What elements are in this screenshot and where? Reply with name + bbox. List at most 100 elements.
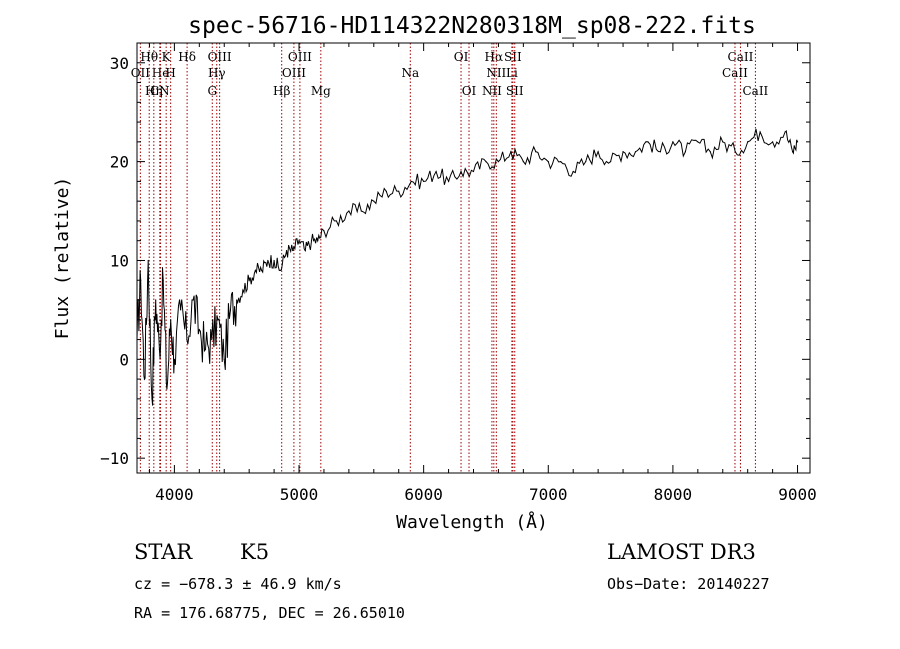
data-point-13 [192,299,194,301]
data-point-62 [672,141,674,143]
obs-date: Obs−Date: 20140227 [607,575,770,593]
data-point-39 [385,190,387,192]
y-tick-label-0: −10 [100,449,129,468]
data-point-10 [173,358,175,360]
line-marker-label-11: H [165,66,175,80]
line-marker-label-12: Hγ [208,66,226,80]
data-point-67 [734,151,736,153]
data-point-53 [560,161,562,163]
y-tick-label-2: 10 [110,251,129,270]
line-marker-label-22: Mg [311,84,331,98]
line-marker-label-26: CaII [742,84,768,98]
data-point-65 [709,151,711,153]
data-point-5 [155,299,157,301]
data-point-7 [162,279,164,281]
data-point-24 [261,269,263,271]
data-point-70 [772,141,774,143]
data-point-42 [423,180,425,182]
line-marker-label-9: OII [131,66,151,80]
data-point-23 [254,269,256,271]
line-marker-label-4: OIII [288,50,312,64]
data-point-41 [410,180,412,182]
data-point-40 [398,190,400,192]
data-point-38 [373,200,375,202]
data-point-52 [547,161,549,163]
x-tick-label-0: 4000 [155,485,194,504]
coordinates: RA = 176.68775, DEC = 26.65010 [134,604,405,622]
data-point-17 [217,319,219,321]
data-point-31 [304,249,306,252]
data-point-66 [722,141,724,143]
data-point-20 [236,299,238,301]
data-point-21 [242,289,244,291]
object-class: STAR [134,540,193,564]
data-point-30 [298,240,300,242]
data-point-34 [323,230,325,232]
data-point-32 [310,240,313,242]
line-marker-label-25: SII [506,84,524,98]
data-point-49 [510,151,512,153]
data-point-60 [647,141,649,143]
data-point-26 [273,259,275,262]
data-point-54 [572,170,574,173]
x-tick-label-5: 9000 [778,485,817,504]
line-marker-label-24: NII [482,84,502,98]
series-line-0 [136,128,798,406]
line-marker-label-8: CaII [728,50,754,64]
y-tick-label-3: 20 [110,153,129,172]
data-point-56 [597,151,599,153]
x-tick-label-4: 8000 [654,485,693,504]
data-point-51 [535,151,537,153]
line-marker-label-6: Hα [485,50,504,64]
line-marker-label-17: CaII [722,66,748,80]
data-point-6 [158,348,161,351]
data-point-22 [248,279,250,281]
data-point-15 [204,348,207,351]
line-marker-label-14: Na [401,66,419,80]
data-point-36 [348,210,350,212]
data-point-28 [285,249,288,252]
data-point-27 [279,269,281,271]
data-point-45 [460,170,462,173]
y-tick-label-4: 30 [110,54,129,73]
data-point-50 [522,161,524,163]
line-marker-label-5: OI [454,50,469,64]
data-point-73 [796,141,799,143]
line-marker-label-23: OI [462,84,477,98]
data-point-61 [659,151,662,153]
data-point-48 [497,161,500,163]
data-point-35 [335,220,338,222]
data-point-59 [634,151,637,153]
redshift-readout: cz = −678.3 ± 46.9 km/s [134,575,342,593]
data-point-25 [267,259,269,262]
x-tick-label-1: 5000 [280,485,319,504]
data-point-4 [151,398,153,400]
data-point-16 [211,338,213,341]
data-point-57 [609,161,612,163]
x-tick-label-2: 6000 [404,485,443,504]
data-point-2 [143,378,146,380]
y-tick-label-1: 0 [119,350,129,369]
line-marker-label-16: Li [506,66,518,80]
data-point-9 [170,319,172,321]
x-tick-label-3: 7000 [529,485,568,504]
data-point-44 [447,180,450,182]
axes-group: 4000 5000 6000 7000 8000 9000 −10 0 10 20 30 [100,43,817,504]
data-point-11 [180,309,182,311]
data-point-58 [622,151,624,153]
line-marker-label-13: OIII [282,66,306,80]
data-point-33 [317,240,319,242]
subclass: K5 [240,540,270,564]
line-marker-label-0: Hθ [140,50,158,64]
data-point-8 [166,388,168,390]
data-point-46 [472,170,475,173]
line-marker-label-15: NII [486,66,506,80]
line-marker-label-20: G [207,84,217,98]
chart-title: spec-56716-HD114322N280318M_sp08-222.fit… [188,13,756,39]
data-point-19 [229,309,232,311]
data-point-12 [186,338,188,341]
data-point-63 [684,151,686,153]
data-point-55 [585,161,587,163]
